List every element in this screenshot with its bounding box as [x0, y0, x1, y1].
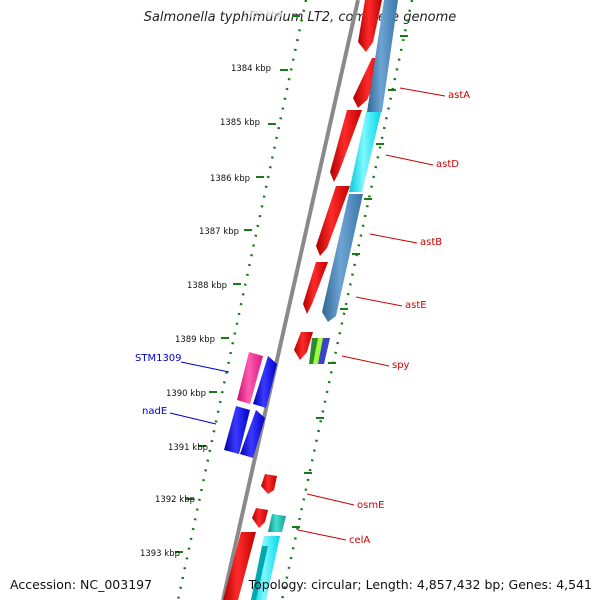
gene-label-astA[interactable]: astA: [448, 90, 470, 101]
cds-block[interactable]: [237, 352, 263, 404]
tick-label: 1392 kbp: [155, 495, 195, 505]
cds-block[interactable]: [303, 262, 328, 314]
tick-1384: 1384 kbp: [231, 64, 288, 74]
tick-1387: 1387 kbp: [199, 227, 252, 237]
tick-1388: 1388 kbp: [187, 281, 241, 291]
cds-block[interactable]: [294, 332, 313, 360]
reverse-strand-genes: [251, 0, 398, 600]
cds-block[interactable]: [261, 474, 277, 494]
kbp-ticks: 1383 kbp 1384 kbp 1385 kbp 1386 kbp 1387…: [140, 10, 300, 559]
tick-label: 1391 kbp: [168, 443, 208, 453]
gene-label-spy[interactable]: spy: [392, 360, 410, 371]
tick-1390: 1390 kbp: [166, 389, 217, 399]
forward-strand-genes: [223, 0, 386, 600]
inner-dotted-ruler: [176, 0, 308, 600]
genome-backbone: [221, 0, 360, 600]
gene-label-astD[interactable]: astD: [436, 159, 459, 170]
cds-block[interactable]: [316, 186, 350, 256]
tick-1389: 1389 kbp: [175, 335, 229, 345]
left-gene-labels: STM1309 nadE: [135, 353, 230, 425]
cds-block[interactable]: [318, 338, 330, 364]
inner-track-genes: [224, 352, 277, 458]
tick-label: 1393 kbp: [140, 549, 180, 559]
tick-1383: 1383 kbp: [242, 10, 300, 20]
cds-block[interactable]: [349, 112, 381, 192]
cds-block[interactable]: [330, 110, 362, 182]
outer-dotted-ruler: [280, 0, 414, 600]
cds-block[interactable]: [322, 194, 363, 322]
cds-block[interactable]: [223, 532, 256, 600]
tick-label: 1390 kbp: [166, 389, 206, 399]
gene-label-osmE[interactable]: osmE: [357, 500, 384, 511]
tick-1392: 1392 kbp: [155, 495, 195, 505]
cds-block[interactable]: [253, 356, 277, 408]
tick-1386: 1386 kbp: [210, 174, 264, 184]
cds-block[interactable]: [268, 514, 286, 532]
cds-block[interactable]: [251, 546, 268, 600]
tick-label: 1385 kbp: [220, 118, 260, 128]
cds-block[interactable]: [313, 338, 324, 364]
tick-label: 1389 kbp: [175, 335, 215, 345]
tick-label: 1387 kbp: [199, 227, 239, 237]
cds-block[interactable]: [252, 508, 268, 528]
gene-label-astB[interactable]: astB: [420, 237, 442, 248]
gene-label-celA[interactable]: celA: [349, 535, 370, 546]
gene-label-STM1309[interactable]: STM1309: [135, 353, 182, 364]
cds-block[interactable]: [358, 0, 382, 52]
genome-summary-text: Topology: circular; Length: 4,857,432 bp…: [248, 577, 592, 592]
cds-block[interactable]: [224, 406, 250, 454]
tick-1393: 1393 kbp: [140, 549, 183, 559]
tick-1391: 1391 kbp: [168, 443, 208, 453]
cds-block[interactable]: [240, 410, 265, 458]
gene-label-nadE[interactable]: nadE: [142, 406, 167, 417]
accession-text: Accession: NC_003197: [10, 577, 153, 592]
outer-tick-marks: [292, 35, 408, 528]
tick-label: 1384 kbp: [231, 64, 271, 74]
cds-block[interactable]: [367, 0, 398, 112]
right-gene-labels: astA astD astB astE spy osmE celA: [297, 87, 470, 546]
gene-label-astE[interactable]: astE: [405, 300, 427, 311]
tick-label: 1388 kbp: [187, 281, 227, 291]
tick-1385: 1385 kbp: [220, 118, 276, 128]
tick-label: 1386 kbp: [210, 174, 250, 184]
tick-label: 1383 kbp: [242, 10, 282, 20]
